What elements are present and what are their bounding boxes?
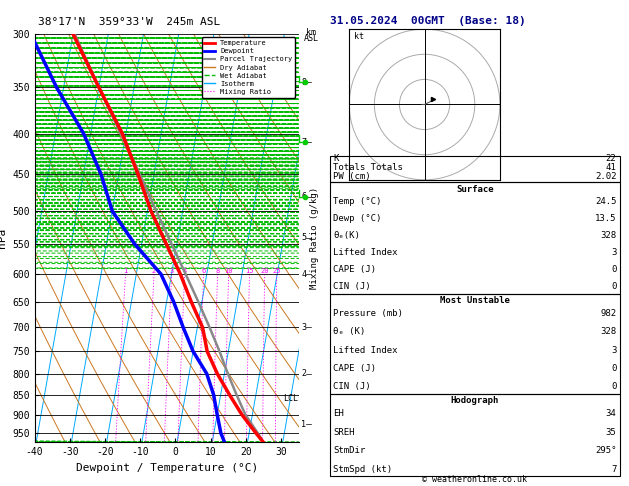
Text: Surface: Surface <box>456 185 494 194</box>
Text: 0: 0 <box>611 265 616 274</box>
Text: 4: 4 <box>301 270 306 278</box>
Text: 13.5: 13.5 <box>595 214 616 223</box>
Text: Dewp (°C): Dewp (°C) <box>333 214 382 223</box>
Text: 5: 5 <box>301 233 306 242</box>
Text: Lifted Index: Lifted Index <box>333 248 398 257</box>
Text: 0: 0 <box>611 364 616 373</box>
Text: 31.05.2024  00GMT  (Base: 18): 31.05.2024 00GMT (Base: 18) <box>330 16 526 26</box>
Text: km: km <box>306 29 316 37</box>
Text: 41: 41 <box>606 163 616 172</box>
Text: Temp (°C): Temp (°C) <box>333 197 382 206</box>
Text: 2: 2 <box>301 369 306 378</box>
Text: 1: 1 <box>301 419 306 429</box>
Text: © weatheronline.co.uk: © weatheronline.co.uk <box>423 474 527 484</box>
Text: 3: 3 <box>301 323 306 332</box>
Text: CIN (J): CIN (J) <box>333 282 371 292</box>
Text: 8: 8 <box>216 268 220 274</box>
Text: 328: 328 <box>600 328 616 336</box>
Text: StmDir: StmDir <box>333 446 365 455</box>
Text: 7: 7 <box>301 138 306 147</box>
Text: 24.5: 24.5 <box>595 197 616 206</box>
Text: θₑ(K): θₑ(K) <box>333 231 360 240</box>
Text: 4: 4 <box>182 268 187 274</box>
Text: 25: 25 <box>272 268 281 274</box>
Text: Pressure (mb): Pressure (mb) <box>333 309 403 318</box>
Text: 295°: 295° <box>595 446 616 455</box>
Text: SREH: SREH <box>333 428 355 436</box>
Text: Hodograph: Hodograph <box>451 396 499 405</box>
Text: LCL: LCL <box>282 394 298 403</box>
Text: 1: 1 <box>123 268 128 274</box>
Text: EH: EH <box>333 409 344 418</box>
Text: 35: 35 <box>606 428 616 436</box>
Legend: Temperature, Dewpoint, Parcel Trajectory, Dry Adiabat, Wet Adiabat, Isotherm, Mi: Temperature, Dewpoint, Parcel Trajectory… <box>201 37 295 98</box>
Text: 2.02: 2.02 <box>595 172 616 181</box>
Text: 3: 3 <box>611 248 616 257</box>
Text: 6: 6 <box>201 268 206 274</box>
Text: 7: 7 <box>611 465 616 473</box>
X-axis label: Dewpoint / Temperature (°C): Dewpoint / Temperature (°C) <box>75 463 258 473</box>
Text: 6: 6 <box>301 192 306 201</box>
Text: kt: kt <box>354 32 364 41</box>
Text: Mixing Ratio (g/kg): Mixing Ratio (g/kg) <box>310 187 319 289</box>
Text: K: K <box>333 154 339 163</box>
Text: Most Unstable: Most Unstable <box>440 296 510 306</box>
Text: Totals Totals: Totals Totals <box>333 163 403 172</box>
Text: 3: 3 <box>611 346 616 355</box>
Text: 2: 2 <box>152 268 156 274</box>
Text: ASL: ASL <box>304 34 319 43</box>
Text: PW (cm): PW (cm) <box>333 172 371 181</box>
Text: 22: 22 <box>606 154 616 163</box>
Text: 15: 15 <box>245 268 253 274</box>
Text: Lifted Index: Lifted Index <box>333 346 398 355</box>
Text: 38°17'N  359°33'W  245m ASL: 38°17'N 359°33'W 245m ASL <box>38 17 220 27</box>
Y-axis label: hPa: hPa <box>0 228 6 248</box>
Text: 328: 328 <box>600 231 616 240</box>
Text: 0: 0 <box>611 382 616 391</box>
Text: 10: 10 <box>225 268 233 274</box>
Text: 982: 982 <box>600 309 616 318</box>
Text: CIN (J): CIN (J) <box>333 382 371 391</box>
Text: CAPE (J): CAPE (J) <box>333 265 376 274</box>
Text: 34: 34 <box>606 409 616 418</box>
Text: StmSpd (kt): StmSpd (kt) <box>333 465 392 473</box>
Text: 0: 0 <box>611 282 616 292</box>
Text: CAPE (J): CAPE (J) <box>333 364 376 373</box>
Text: 20: 20 <box>260 268 269 274</box>
Text: θₑ (K): θₑ (K) <box>333 328 365 336</box>
Text: 8: 8 <box>301 78 306 87</box>
Text: 3: 3 <box>170 268 174 274</box>
